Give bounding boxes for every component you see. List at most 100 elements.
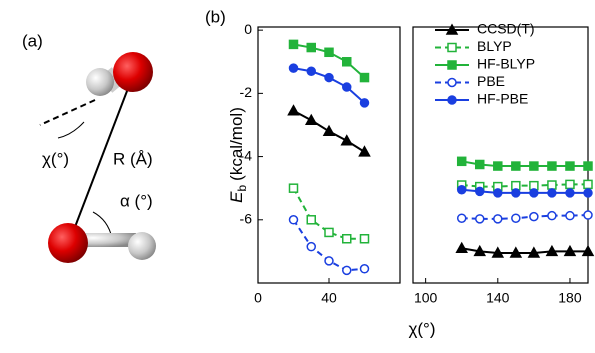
marker xyxy=(493,161,503,171)
marker xyxy=(306,241,316,252)
hydrogen-atom xyxy=(128,232,156,260)
marker xyxy=(563,244,577,257)
plot-frame xyxy=(257,26,401,284)
marker xyxy=(547,161,557,171)
legend-label: HF-BLYP xyxy=(477,56,535,72)
x-tick-label: 100 xyxy=(414,290,438,306)
r-label: R (Å) xyxy=(113,149,153,168)
marker xyxy=(306,66,316,76)
alpha-label: α (°) xyxy=(120,191,153,210)
marker xyxy=(456,156,467,167)
marker xyxy=(288,215,299,225)
marker xyxy=(511,213,521,223)
oxygen-atom xyxy=(48,223,88,263)
marker xyxy=(475,186,485,197)
y-tick-label: -6 xyxy=(240,210,253,226)
marker xyxy=(583,161,593,171)
x-tick-label: 140 xyxy=(486,290,510,306)
marker xyxy=(547,188,557,198)
x-tick-label: 40 xyxy=(321,290,337,306)
marker xyxy=(493,214,503,224)
marker xyxy=(511,188,521,198)
marker xyxy=(306,42,316,53)
marker xyxy=(322,124,336,137)
marker xyxy=(509,246,523,258)
legend-label: BLYP xyxy=(477,38,512,54)
marker xyxy=(565,210,575,221)
marker xyxy=(324,256,334,266)
legend-marker xyxy=(447,60,457,70)
marker xyxy=(456,185,467,195)
x-axis-title: χ(°) xyxy=(408,319,435,338)
marker xyxy=(287,104,300,116)
y-axis-title: Eb (kcal/mol) xyxy=(227,107,249,203)
marker xyxy=(288,183,299,193)
marker xyxy=(306,215,316,225)
marker xyxy=(455,241,468,253)
panel-label: (a) xyxy=(22,31,43,50)
marker xyxy=(340,134,354,146)
marker xyxy=(359,72,370,83)
chi-label: χ(°) xyxy=(42,149,69,168)
x-tick-label: 180 xyxy=(558,290,582,306)
legend-label: HF-PBE xyxy=(477,91,528,107)
legend-label: CCSD(T) xyxy=(477,21,535,37)
angle-arc xyxy=(57,121,85,139)
bond-r xyxy=(69,77,133,241)
marker xyxy=(342,234,352,244)
marker xyxy=(583,188,593,198)
y-symbol: E xyxy=(227,191,246,203)
marker xyxy=(583,179,593,190)
marker xyxy=(324,227,334,238)
marker xyxy=(342,265,352,276)
marker xyxy=(493,188,503,198)
marker xyxy=(545,244,559,257)
marker xyxy=(547,210,557,221)
y-unit: (kcal/mol) xyxy=(227,107,246,181)
x-tick-label: 0 xyxy=(254,290,262,306)
series-line xyxy=(292,187,365,240)
marker xyxy=(359,98,370,108)
marker xyxy=(324,72,334,83)
marker xyxy=(547,180,557,190)
legend-marker xyxy=(447,77,457,88)
marker xyxy=(304,113,318,125)
legend-marker xyxy=(445,23,459,35)
marker xyxy=(324,47,334,58)
h-bond xyxy=(39,99,96,126)
marker xyxy=(359,264,370,274)
marker xyxy=(473,244,487,257)
oxygen-atom xyxy=(113,52,153,92)
marker xyxy=(511,161,521,171)
marker xyxy=(565,179,575,190)
legend-label: PBE xyxy=(477,73,505,89)
y-tick-label: 0 xyxy=(244,21,252,37)
y-tick-label: -4 xyxy=(240,147,253,163)
molecule-diagram: (a) χ(°) R (Å) α (°) xyxy=(22,31,156,263)
marker xyxy=(475,159,485,170)
marker xyxy=(529,211,539,222)
y-tick-label: -2 xyxy=(240,84,253,100)
plot-frame xyxy=(412,26,589,284)
marker xyxy=(456,213,467,223)
hydrogen-atom xyxy=(86,68,114,96)
marker xyxy=(288,39,299,50)
marker xyxy=(475,214,485,224)
marker xyxy=(491,246,505,258)
marker xyxy=(342,57,352,67)
marker xyxy=(359,234,370,244)
marker xyxy=(583,210,593,220)
marker xyxy=(342,82,352,92)
marker xyxy=(527,246,541,258)
marker xyxy=(529,161,539,171)
y-subscript: b xyxy=(235,185,249,192)
marker xyxy=(565,188,575,198)
panel-label: (b) xyxy=(205,7,226,26)
marker xyxy=(565,161,575,171)
marker xyxy=(358,145,371,157)
marker xyxy=(288,63,299,73)
marker xyxy=(529,188,539,198)
legend-marker xyxy=(447,95,457,105)
marker xyxy=(581,244,595,257)
